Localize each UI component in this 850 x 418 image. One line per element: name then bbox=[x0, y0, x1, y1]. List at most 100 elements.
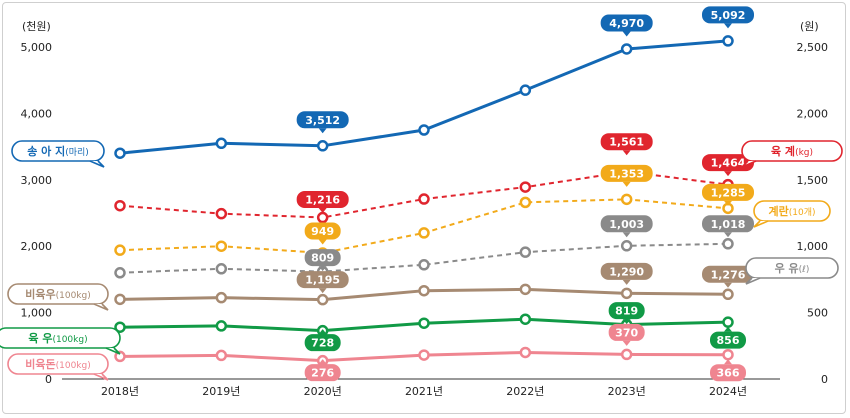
value-callout: 856 bbox=[710, 326, 746, 349]
callout-pointer bbox=[724, 200, 732, 206]
series-labels: 송 아 지(마리) 육 계(kg) 계란(10개) 우 유(ℓ) 비육우(100kg) 육… bbox=[0, 140, 843, 381]
value-callout: 1,276 bbox=[702, 265, 754, 288]
series-label: 육 우(100kg) bbox=[0, 327, 121, 355]
callout-pointer bbox=[724, 232, 732, 238]
callout-value: 1,285 bbox=[711, 186, 746, 199]
callout-value: 366 bbox=[717, 367, 740, 380]
callout-value: 1,216 bbox=[305, 194, 340, 207]
value-callout: 809 bbox=[304, 249, 341, 272]
callout-bubble bbox=[608, 323, 645, 341]
value-callout: 728 bbox=[304, 329, 341, 352]
callout-pointer bbox=[622, 232, 631, 238]
callout-bubble bbox=[710, 331, 746, 349]
series-label-box bbox=[745, 257, 839, 279]
data-point bbox=[620, 43, 633, 55]
callout-pointer bbox=[318, 266, 327, 272]
left-tick-label: 4,000 bbox=[21, 107, 53, 120]
callout-bubble bbox=[702, 265, 754, 283]
callout-pointer bbox=[622, 279, 631, 285]
callout-pointer bbox=[318, 359, 327, 365]
callout-bubble bbox=[304, 364, 341, 382]
data-point bbox=[114, 293, 126, 306]
callout-bubble bbox=[702, 215, 754, 233]
right-tick-label: 0 bbox=[821, 373, 828, 386]
series-label-tail bbox=[753, 220, 769, 228]
value-callout: 1,561 bbox=[600, 133, 653, 156]
series-label-box bbox=[7, 283, 109, 305]
data-point bbox=[519, 181, 532, 193]
value-callout: 4,970 bbox=[600, 14, 653, 37]
callout-pointer bbox=[724, 171, 732, 177]
left-tick-label: 3,000 bbox=[21, 174, 53, 187]
callout-bubble bbox=[702, 6, 754, 24]
series-label: 육 계(kg) bbox=[741, 140, 843, 168]
value-callout: 276 bbox=[304, 359, 341, 382]
callout-bubble bbox=[296, 191, 349, 209]
callout-value: 1,018 bbox=[711, 218, 746, 231]
data-point bbox=[316, 293, 329, 306]
callout-value: 1,353 bbox=[609, 167, 644, 180]
right-tick-label: 1,000 bbox=[797, 240, 829, 253]
callout-pointer bbox=[622, 31, 631, 37]
series-label-tail bbox=[93, 373, 109, 381]
data-point bbox=[722, 288, 734, 301]
data-point bbox=[722, 348, 734, 361]
data-point bbox=[620, 240, 633, 252]
left-tick-label: 0 bbox=[45, 373, 52, 386]
series-label-text: 비육돈(100kg) bbox=[25, 357, 91, 371]
data-point bbox=[215, 349, 228, 362]
value-callout: 370 bbox=[608, 323, 645, 346]
left-axis-unit: (천원) bbox=[22, 19, 51, 33]
callout-value: 4,970 bbox=[609, 17, 644, 30]
value-callout: 949 bbox=[304, 222, 341, 245]
data-point bbox=[722, 35, 734, 47]
data-point bbox=[316, 211, 329, 224]
callout-pointer bbox=[622, 319, 631, 325]
data-point bbox=[519, 246, 532, 258]
callout-bubble bbox=[600, 262, 653, 280]
callout-pointer bbox=[318, 128, 327, 134]
data-point bbox=[418, 193, 430, 205]
callout-pointer bbox=[622, 340, 631, 346]
series-label: 비육돈(100kg) bbox=[7, 353, 109, 381]
data-point bbox=[114, 350, 126, 363]
callout-pointer bbox=[318, 329, 327, 335]
callout-pointer bbox=[724, 282, 732, 288]
x-tick-label: 2023년 bbox=[608, 385, 646, 398]
series-label-box bbox=[741, 140, 843, 162]
right-tick-label: 500 bbox=[807, 307, 828, 320]
series-label: 계란(10개) bbox=[753, 200, 831, 228]
callout-value: 5,092 bbox=[711, 9, 746, 22]
callout-value: 276 bbox=[311, 367, 334, 380]
data-point bbox=[114, 147, 126, 159]
callout-bubble bbox=[304, 334, 341, 352]
callout-pointer bbox=[318, 239, 327, 245]
data-point bbox=[519, 346, 532, 359]
callout-value: 949 bbox=[311, 225, 334, 238]
value-callout: 1,195 bbox=[296, 271, 349, 294]
callout-bubble bbox=[702, 183, 754, 201]
data-point bbox=[215, 263, 228, 275]
callout-pointer bbox=[724, 326, 732, 332]
series-label: 우 유(ℓ) bbox=[745, 257, 839, 285]
callout-bubble bbox=[600, 14, 653, 32]
value-callout: 5,092 bbox=[702, 6, 754, 29]
callout-bubble bbox=[296, 111, 349, 129]
value-callout: 1,018 bbox=[702, 215, 754, 238]
chart-frame bbox=[2, 2, 846, 414]
data-point bbox=[114, 321, 126, 333]
callout-value: 728 bbox=[311, 337, 334, 350]
left-tick-label: 1,000 bbox=[21, 307, 53, 320]
right-tick-label: 2,000 bbox=[797, 107, 829, 120]
series-label-text: 비육우(100kg) bbox=[25, 287, 91, 301]
x-tick-label: 2018년 bbox=[101, 385, 139, 398]
data-point bbox=[519, 313, 532, 325]
series-label-tail bbox=[745, 277, 761, 285]
callout-bubble bbox=[600, 133, 653, 151]
callout-value: 1,195 bbox=[305, 274, 340, 287]
value-callout: 366 bbox=[710, 359, 746, 382]
callout-value: 819 bbox=[615, 305, 638, 318]
x-tick-label: 2024년 bbox=[709, 385, 747, 398]
callout-bubble bbox=[304, 222, 341, 240]
series-label-text: 육 계(kg) bbox=[771, 144, 813, 158]
